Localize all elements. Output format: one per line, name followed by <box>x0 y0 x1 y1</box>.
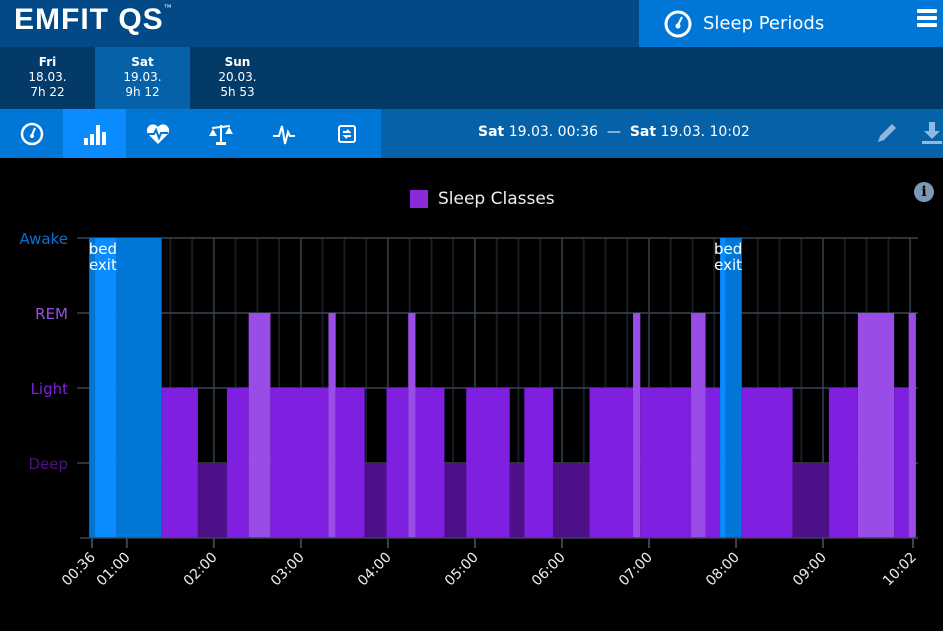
top-bar: EMFIT QS™ Sleep Periods <box>0 0 943 47</box>
bed-exit-annotation: bed <box>714 240 742 258</box>
segment-deep <box>553 463 590 538</box>
legend-label: Sleep Classes <box>438 189 555 209</box>
segment-light <box>741 388 793 538</box>
bed-exit-annotation: exit <box>714 256 742 274</box>
chart-legend[interactable]: Sleep Classes <box>410 189 555 209</box>
tab-dashboard[interactable] <box>0 109 63 158</box>
x-tick-label: 10:02 <box>880 550 920 590</box>
hrv-pulse-icon <box>272 125 295 144</box>
segment-light <box>415 388 445 538</box>
tab-weight[interactable] <box>189 109 252 158</box>
segment-rem <box>857 313 895 538</box>
download-icon[interactable] <box>920 121 943 145</box>
info-icon[interactable]: i <box>914 182 934 202</box>
day-fri[interactable]: Fri 18.03. 7h 22 <box>28 55 67 99</box>
sleep-periods-label: Sleep Periods <box>703 13 825 34</box>
segment-deep <box>509 463 525 538</box>
segment-light <box>270 388 329 538</box>
y-label-deep: Deep <box>28 455 68 473</box>
segment-light <box>705 388 721 538</box>
segment-light <box>828 388 858 538</box>
segment-rem <box>328 313 336 538</box>
segment-light <box>386 388 409 538</box>
segment-bedexit <box>720 238 726 538</box>
segment-light <box>161 388 198 538</box>
segment-rem <box>248 313 271 538</box>
y-label-rem: REM <box>35 305 68 323</box>
tab-heart-rate[interactable] <box>126 109 189 158</box>
bar-chart-icon <box>83 124 106 145</box>
x-tick-label: 01:00 <box>94 550 134 590</box>
edit-pencil-icon[interactable] <box>875 121 899 145</box>
y-label-awake: Awake <box>20 230 69 248</box>
scale-icon <box>208 124 233 145</box>
day-sun[interactable]: Sun 20.03. 5h 53 <box>218 55 257 99</box>
segment-awake <box>725 238 742 538</box>
segment-rem <box>908 313 916 538</box>
segment-deep <box>197 463 227 538</box>
x-tick-label: 00:36 <box>59 549 99 589</box>
segment-rem <box>691 313 706 538</box>
date-range: Sat 19.03. 00:36 — Sat 19.03. 10:02 <box>478 124 750 140</box>
segment-awake <box>89 238 95 538</box>
bed-exit-annotation: exit <box>89 256 117 274</box>
x-tick-label: 04:00 <box>355 550 395 590</box>
segment-deep <box>444 463 467 538</box>
dashboard-gauge-icon <box>20 122 43 145</box>
segment-rem <box>633 313 641 538</box>
segment-light <box>466 388 510 538</box>
x-tick-label: 03:00 <box>268 550 308 590</box>
tab-sleep-classes[interactable] <box>63 109 126 158</box>
day-sat[interactable]: Sat 19.03. 9h 12 <box>95 47 190 109</box>
tab-hrv[interactable] <box>252 109 315 158</box>
x-tick-label: 05:00 <box>442 550 482 590</box>
segment-light <box>226 388 249 538</box>
segment-light <box>589 388 634 538</box>
segment-bedexit <box>94 238 117 538</box>
segment-light <box>335 388 365 538</box>
day-selector: Fri 18.03. 7h 22 Sat 19.03. 9h 12 Sun 20.03. 5… <box>0 47 943 109</box>
x-tick-label: 08:00 <box>703 550 743 590</box>
x-tick-label: 02:00 <box>181 550 221 590</box>
legend-swatch <box>410 190 428 208</box>
segment-light <box>524 388 554 538</box>
tab-sync[interactable] <box>315 109 378 158</box>
segment-awake <box>116 238 162 538</box>
hamburger-menu-icon[interactable] <box>917 9 937 29</box>
segment-deep <box>364 463 387 538</box>
sleep-periods-button[interactable]: Sleep Periods <box>639 0 943 47</box>
bed-exit-annotation: bed <box>89 240 117 258</box>
emfit-logo: EMFIT QS™ <box>14 3 173 36</box>
x-tick-label: 07:00 <box>616 550 656 590</box>
y-label-light: Light <box>31 380 69 398</box>
gauge-icon <box>664 10 692 37</box>
toolbar: Sat 19.03. 00:36 — Sat 19.03. 10:02 <box>0 109 943 158</box>
segment-light <box>640 388 692 538</box>
x-tick-label: 09:00 <box>790 550 830 590</box>
sync-device-icon <box>337 124 356 143</box>
heart-rate-icon <box>146 123 169 144</box>
segment-rem <box>408 313 416 538</box>
segment-light <box>894 388 909 538</box>
x-tick-label: 06:00 <box>529 550 569 590</box>
segment-deep <box>792 463 829 538</box>
